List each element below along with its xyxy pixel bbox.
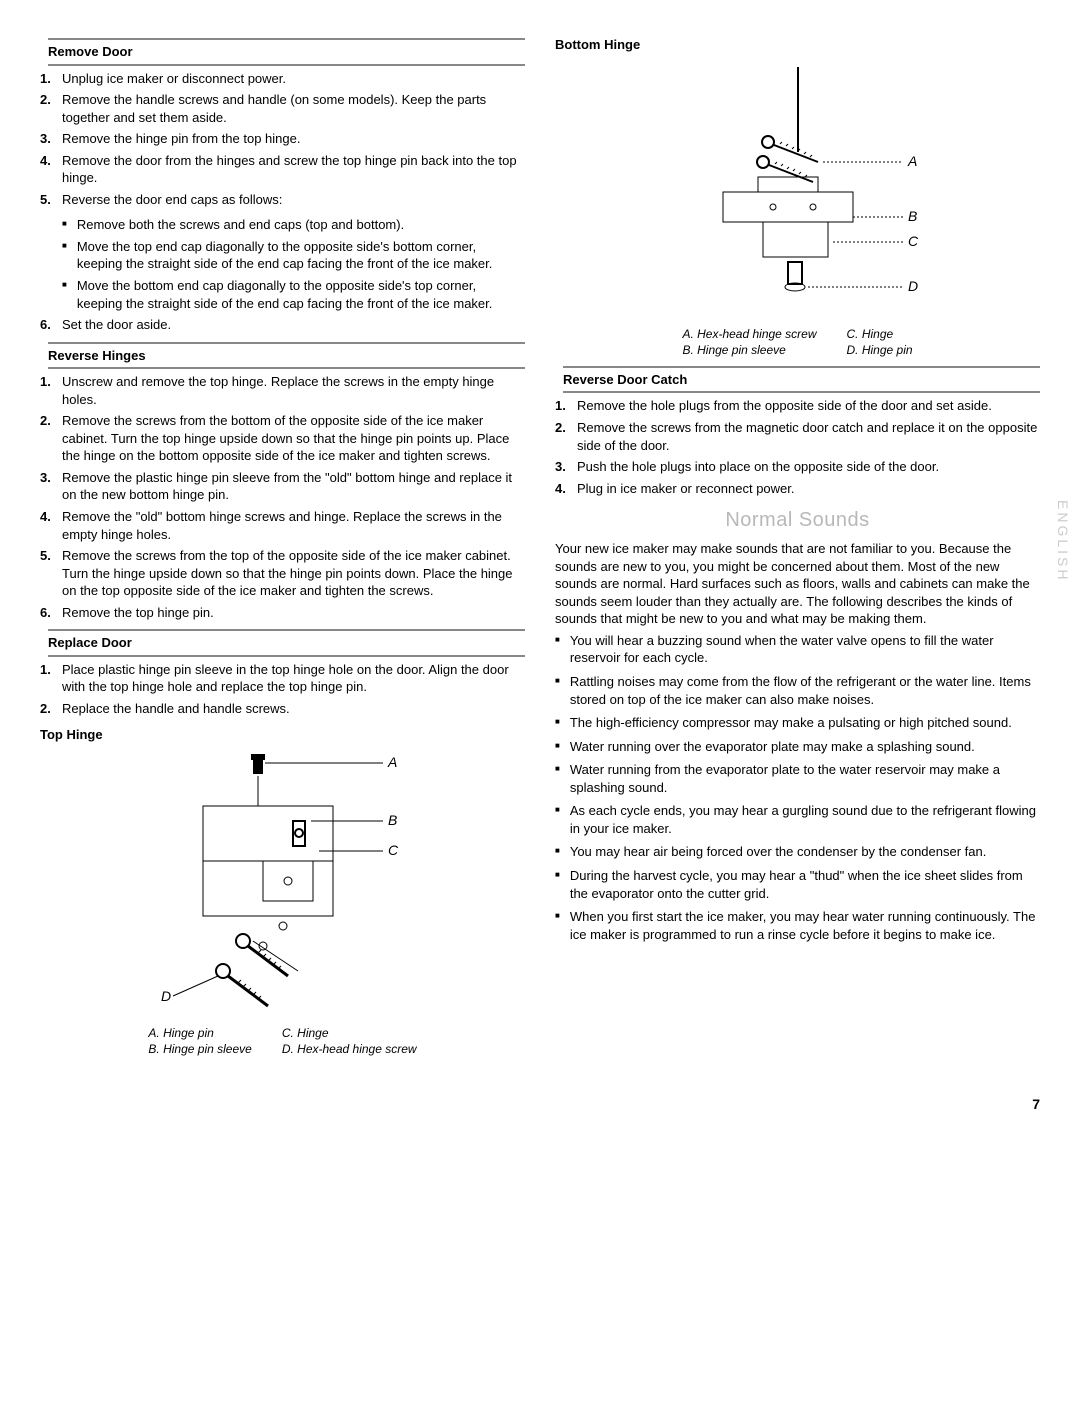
reverse-hinges-heading: Reverse Hinges bbox=[48, 342, 525, 370]
reverse-door-catch-step: Push the hole plugs into place on the op… bbox=[577, 458, 939, 476]
remove-door-step: Remove the door from the hinges and scre… bbox=[62, 152, 525, 187]
normal-sounds-title: Normal Sounds bbox=[555, 507, 1040, 534]
reverse-hinges-step: Remove the screws from the bottom of the… bbox=[62, 412, 525, 465]
svg-text:B: B bbox=[388, 812, 397, 828]
remove-door-subitem: Remove both the screws and end caps (top… bbox=[77, 216, 404, 234]
remove-door-subitem: Move the bottom end cap diagonally to th… bbox=[77, 277, 525, 312]
reverse-door-catch-step: Plug in ice maker or reconnect power. bbox=[577, 480, 795, 498]
remove-door-heading: Remove Door bbox=[48, 38, 525, 66]
reverse-hinges-step: Remove the screws from the top of the op… bbox=[62, 547, 525, 600]
page-number: 7 bbox=[40, 1095, 1040, 1114]
reverse-hinges-step: Remove the plastic hinge pin sleeve from… bbox=[62, 469, 525, 504]
reverse-door-catch-heading: Reverse Door Catch bbox=[563, 366, 1040, 394]
normal-sounds-item: When you first start the ice maker, you … bbox=[570, 908, 1040, 943]
remove-door-subitem: Move the top end cap diagonally to the o… bbox=[77, 238, 525, 273]
normal-sounds-intro: Your new ice maker may make sounds that … bbox=[555, 540, 1040, 628]
top-hinge-caption: A. Hinge pin B. Hinge pin sleeve C. Hing… bbox=[40, 1021, 525, 1057]
reverse-hinges-list: 1.Unscrew and remove the top hinge. Repl… bbox=[40, 373, 525, 621]
reverse-hinges-step: Unscrew and remove the top hinge. Replac… bbox=[62, 373, 525, 408]
caption-c: C. Hinge bbox=[282, 1025, 417, 1041]
reverse-hinges-step: Remove the "old" bottom hinge screws and… bbox=[62, 508, 525, 543]
normal-sounds-item: During the harvest cycle, you may hear a… bbox=[570, 867, 1040, 902]
remove-door-step: Set the door aside. bbox=[62, 316, 171, 334]
caption-a: A. Hinge pin bbox=[148, 1025, 251, 1041]
svg-text:A: A bbox=[907, 153, 917, 169]
normal-sounds-item: As each cycle ends, you may hear a gurgl… bbox=[570, 802, 1040, 837]
remove-door-step: Unplug ice maker or disconnect power. bbox=[62, 70, 286, 88]
replace-door-step: Place plastic hinge pin sleeve in the to… bbox=[62, 661, 525, 696]
page-columns: Remove Door 1.Unplug ice maker or discon… bbox=[40, 30, 1040, 1065]
bottom-hinge-caption: A. Hex-head hinge screw B. Hinge pin sle… bbox=[555, 322, 1040, 358]
normal-sounds-item: The high-efficiency compressor may make … bbox=[570, 714, 1012, 732]
reverse-hinges-step: Remove the top hinge pin. bbox=[62, 604, 214, 622]
left-column: Remove Door 1.Unplug ice maker or discon… bbox=[40, 30, 525, 1065]
bottom-hinge-figure: A B C D bbox=[555, 62, 1040, 358]
top-hinge-figure: A B C bbox=[40, 751, 525, 1057]
replace-door-step: Replace the handle and handle screws. bbox=[62, 700, 290, 718]
caption-d: D. Hex-head hinge screw bbox=[282, 1041, 417, 1057]
normal-sounds-item: Water running over the evaporator plate … bbox=[570, 738, 975, 756]
normal-sounds-item: Rattling noises may come from the flow o… bbox=[570, 673, 1040, 708]
replace-door-heading: Replace Door bbox=[48, 629, 525, 657]
replace-door-list: 1.Place plastic hinge pin sleeve in the … bbox=[40, 661, 525, 718]
svg-text:C: C bbox=[908, 233, 919, 249]
remove-door-sublist: Remove both the screws and end caps (top… bbox=[62, 216, 525, 312]
svg-text:C: C bbox=[388, 842, 399, 858]
caption-a: A. Hex-head hinge screw bbox=[682, 326, 816, 342]
normal-sounds-list: You will hear a buzzing sound when the w… bbox=[555, 632, 1040, 943]
remove-door-step: Reverse the door end caps as follows: bbox=[62, 191, 282, 209]
remove-door-list: 1.Unplug ice maker or disconnect power. … bbox=[40, 70, 525, 209]
normal-sounds-item: You may hear air being forced over the c… bbox=[570, 843, 987, 861]
remove-door-step: Remove the handle screws and handle (on … bbox=[62, 91, 525, 126]
normal-sounds-item: You will hear a buzzing sound when the w… bbox=[570, 632, 1040, 667]
caption-d: D. Hinge pin bbox=[847, 342, 913, 358]
normal-sounds-item: Water running from the evaporator plate … bbox=[570, 761, 1040, 796]
right-column: Bottom Hinge A bbox=[555, 30, 1040, 1065]
top-hinge-heading: Top Hinge bbox=[40, 726, 525, 744]
remove-door-list-cont: 6.Set the door aside. bbox=[40, 316, 525, 334]
caption-c: C. Hinge bbox=[847, 326, 913, 342]
bottom-hinge-heading: Bottom Hinge bbox=[555, 36, 1040, 54]
reverse-door-catch-list: 1.Remove the hole plugs from the opposit… bbox=[555, 397, 1040, 497]
reverse-door-catch-step: Remove the hole plugs from the opposite … bbox=[577, 397, 992, 415]
caption-b: B. Hinge pin sleeve bbox=[682, 342, 816, 358]
svg-text:A: A bbox=[387, 754, 397, 770]
side-language-label: ENGLISH bbox=[1053, 500, 1072, 582]
reverse-door-catch-step: Remove the screws from the magnetic door… bbox=[577, 419, 1040, 454]
caption-b: B. Hinge pin sleeve bbox=[148, 1041, 251, 1057]
svg-text:D: D bbox=[908, 278, 918, 294]
remove-door-step: Remove the hinge pin from the top hinge. bbox=[62, 130, 300, 148]
svg-text:D: D bbox=[161, 988, 171, 1004]
svg-text:B: B bbox=[908, 208, 917, 224]
